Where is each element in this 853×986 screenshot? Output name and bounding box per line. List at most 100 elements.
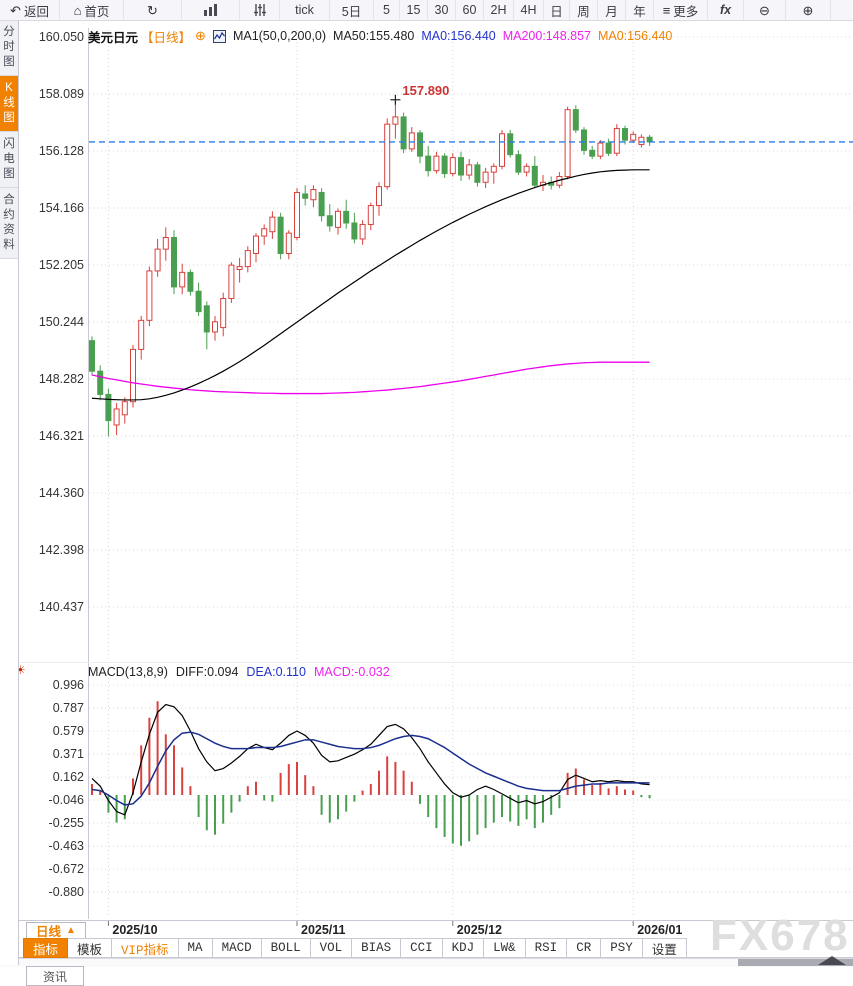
indicator-tabs: 指标 模板 VIP指标 MA MACD BOLL VOL BIAS CCI KDJ LW& RSI CR…	[23, 938, 687, 958]
ma50-value: MA50:155.480	[333, 29, 415, 43]
price-axis-label: 146.321	[39, 429, 84, 443]
indicator-tab-kdj[interactable]: KDJ	[442, 938, 485, 958]
indicator-tab-vip指标[interactable]: VIP指标	[112, 938, 179, 958]
symbol-name: 美元日元	[88, 30, 139, 45]
toolbar: ↶ 返回 ⌂ 首页 ↻ tick 5日 5 15 30 60 2H 4H 日周月年 ≡ 更多 fx ⊖ ⊕	[0, 0, 853, 21]
period-selector[interactable]: 日线 ▲	[26, 922, 86, 939]
indicator-settings-icon[interactable]: ☀	[15, 663, 26, 677]
period-label: 【日线】	[141, 30, 192, 45]
tabs-right-fill	[686, 938, 853, 958]
indicator-tab-boll[interactable]: BOLL	[261, 938, 311, 958]
indicator-tabs-row: 指标 模板 VIP指标 MA MACD BOLL VOL BIAS CCI KDJ LW& RSI CR…	[19, 938, 853, 958]
news-button[interactable]: 资讯	[26, 966, 84, 986]
interval-4h-button-label: 4H	[520, 3, 537, 17]
price-axis-label: 140.437	[39, 600, 84, 614]
zoom-out-button[interactable]: ⊖	[744, 0, 786, 20]
refresh-icon: ↻	[147, 2, 158, 18]
more-button-label: 更多	[673, 4, 699, 19]
price-axis-label: 152.205	[39, 258, 84, 272]
chart-header: 美元日元 【日线】 ⊕ MA1(50,0,200,0) MA50:155.480…	[88, 28, 673, 45]
macd-header: MACD(13,8,9) DIFF:0.094 DEA:0.110 MACD:-…	[88, 664, 390, 680]
price-axis-label: 144.360	[39, 486, 84, 500]
more-button[interactable]: ≡ 更多	[654, 0, 708, 20]
back-button[interactable]: ↶ 返回	[0, 0, 60, 20]
kline-chart-icon	[212, 29, 226, 43]
x-axis-label: 2025/12	[456, 923, 502, 937]
indicator-tab-lw[interactable]: LW&	[484, 938, 526, 958]
fx-button-label: fx	[719, 3, 732, 17]
x-axis-label: 2026/01	[637, 923, 683, 937]
interval-week-button-label: 周	[577, 4, 590, 19]
indicator-tab-设置[interactable]: 设置	[642, 938, 687, 958]
indicator-tab-模板[interactable]: 模板	[68, 938, 113, 958]
interval-2h-button-label: 2H	[490, 3, 507, 17]
interval-month-button[interactable]: 月	[598, 0, 626, 20]
indicator-tab-指标[interactable]: 指标	[23, 938, 69, 958]
indicator-tab-vol[interactable]: VOL	[310, 938, 353, 958]
interval-5d-button[interactable]: 5日	[330, 0, 374, 20]
interval-2h-button[interactable]: 2H	[484, 0, 514, 20]
macd-axis-label: 0.996	[53, 678, 84, 692]
indicator-tab-bias[interactable]: BIAS	[352, 938, 402, 958]
indicator-tab-macd[interactable]: MACD	[212, 938, 262, 958]
interval-60-button-label: 60	[462, 3, 477, 17]
add-indicator-icon[interactable]: ⊕	[195, 28, 206, 43]
price-axis-label: 150.244	[39, 315, 84, 329]
ma0-orange-value: MA0:156.440	[597, 29, 673, 43]
sidebar-tab-contract-info[interactable]: 合 约 资 料	[0, 188, 18, 259]
home-button[interactable]: ⌂ 首页	[60, 0, 124, 20]
refresh-button[interactable]: ↻	[124, 0, 182, 20]
price-axis-label: 156.128	[39, 144, 84, 158]
macd-title: MACD(13,8,9)	[88, 665, 168, 679]
interval-year-button[interactable]: 年	[626, 0, 654, 20]
indicator-tab-psy[interactable]: PSY	[601, 938, 643, 958]
fx-button[interactable]: fx	[708, 0, 744, 20]
price-axis-label: 160.050	[39, 30, 84, 44]
interval-day-button-label: 日	[550, 4, 563, 19]
indicator-tab-cr[interactable]: CR	[567, 938, 602, 958]
interval-5-button-label: 5	[383, 3, 390, 17]
interval-15-button[interactable]: 15	[400, 0, 428, 20]
interval-5-button[interactable]: 5	[374, 0, 400, 20]
interval-5d-button-label: 5日	[341, 4, 362, 19]
sidebar-tab-time-chart[interactable]: 分 时 图	[0, 20, 18, 76]
price-axis-label: 142.398	[39, 543, 84, 557]
sliders-button[interactable]	[240, 0, 280, 20]
interval-year-button-label: 年	[633, 4, 646, 19]
interval-30-button[interactable]: 30	[428, 0, 456, 20]
x-axis-label: 2025/11	[301, 923, 346, 937]
price-axis-label: 158.089	[39, 87, 84, 101]
sidebar-tab-kline-chart[interactable]: K 线 图	[0, 76, 18, 132]
zoom-out-icon: ⊖	[759, 2, 770, 18]
interval-60-button[interactable]: 60	[456, 0, 484, 20]
macd-axis-label: -0.880	[49, 885, 84, 899]
bar-chart-button[interactable]	[182, 0, 240, 20]
ma0-blue-value: MA0:156.440	[421, 29, 496, 43]
scrollbar-thumb[interactable]	[738, 959, 853, 966]
macd-dea-value: DEA:0.110	[246, 665, 306, 679]
interval-week-button[interactable]: 周	[570, 0, 598, 20]
tabs-left-pad	[19, 938, 23, 958]
collapse-panel-arrow-icon[interactable]	[818, 956, 846, 965]
macd-axis-label: -0.046	[49, 793, 84, 807]
menu-icon: ≡	[662, 2, 671, 18]
zoom-in-button[interactable]: ⊕	[786, 0, 831, 20]
macd-macd-value: MACD:-0.032	[313, 665, 390, 679]
bar-chart-icon	[204, 4, 217, 16]
horizontal-scrollbar[interactable]	[0, 958, 853, 967]
interval-day-button[interactable]: 日	[544, 0, 570, 20]
macd-axis-label: 0.787	[53, 701, 84, 715]
sidebar-tab-lightning-chart[interactable]: 闪 电 图	[0, 132, 18, 188]
ma1-settings: MA1(50,0,200,0)	[232, 29, 327, 43]
interval-tick-button[interactable]: tick	[280, 0, 330, 20]
sliders-icon	[253, 4, 266, 16]
indicator-tab-cci[interactable]: CCI	[401, 938, 443, 958]
indicator-tab-rsi[interactable]: RSI	[525, 938, 568, 958]
interval-4h-button[interactable]: 4H	[514, 0, 544, 20]
chevron-up-icon: ▲	[66, 925, 76, 936]
indicator-tab-ma[interactable]: MA	[178, 938, 213, 958]
macd-axis-label: -0.463	[49, 839, 84, 853]
macd-axis-label: 0.371	[53, 747, 84, 761]
peak-price-label: 157.890	[402, 82, 450, 98]
